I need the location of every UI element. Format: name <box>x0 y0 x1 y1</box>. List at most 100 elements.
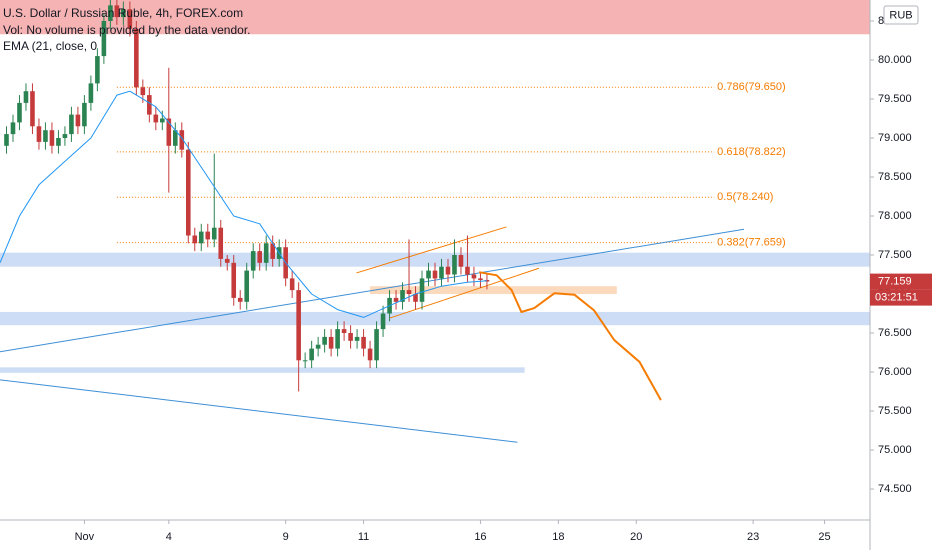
candle-body <box>452 255 457 275</box>
projection-line <box>478 271 662 401</box>
candle-body <box>348 333 353 341</box>
candle-body <box>237 297 243 302</box>
candle-body <box>367 348 373 361</box>
countdown-badge <box>870 289 932 306</box>
candle-body <box>23 91 29 103</box>
candle-body <box>328 336 334 349</box>
candle-body <box>374 329 379 361</box>
fib-label: 0.382(77.659) <box>717 237 786 249</box>
candle-body <box>393 297 399 302</box>
x-tick-label: 4 <box>166 531 172 543</box>
candle-body <box>380 313 386 330</box>
candle-body <box>192 235 198 244</box>
candle-body <box>121 9 126 18</box>
countdown-label: 03:21:51 <box>875 292 918 304</box>
x-tick-label: 25 <box>818 531 830 543</box>
candle-body <box>231 262 237 298</box>
candle-body <box>10 122 16 135</box>
chart-title: U.S. Dollar / Russian Ruble, 4h, FOREX.c… <box>3 6 243 20</box>
candle-body <box>478 278 483 280</box>
trendline <box>0 379 518 443</box>
candle-body <box>166 118 172 146</box>
trendline <box>356 226 507 274</box>
candle-body <box>465 266 470 275</box>
candle-body <box>257 251 263 263</box>
y-tick-label: 80.000 <box>878 54 912 66</box>
candle-body <box>458 255 464 267</box>
y-tick-label: 79.500 <box>878 93 912 105</box>
y-tick-label: 75.000 <box>878 444 912 456</box>
candle-body <box>445 266 451 275</box>
candle-body <box>88 83 94 103</box>
zone <box>0 311 870 326</box>
currency-badge <box>883 5 919 25</box>
ema-line <box>0 90 487 318</box>
candle-body <box>244 270 250 302</box>
zone <box>0 0 870 35</box>
candle-body <box>17 102 22 123</box>
candle-body <box>30 91 35 127</box>
candle-body <box>263 243 269 263</box>
candle-body <box>82 102 87 127</box>
candle-body <box>147 95 152 115</box>
candle-body <box>69 114 74 135</box>
candle-body <box>172 130 178 146</box>
candle-body <box>179 130 185 150</box>
y-tick-label: 75.500 <box>878 405 912 417</box>
candle-body <box>315 344 321 349</box>
candle-body <box>43 130 48 142</box>
y-tick-label: 77.500 <box>878 249 912 261</box>
y-tick-label: 79.000 <box>878 132 912 144</box>
candle-body <box>296 290 301 361</box>
candle-body <box>153 114 159 123</box>
candle-body <box>432 270 438 279</box>
candle-body <box>114 5 120 18</box>
y-tick-label: 78.500 <box>878 171 912 183</box>
x-tick-label: 16 <box>474 531 486 543</box>
candle-body <box>185 149 191 236</box>
trendline <box>389 267 540 319</box>
y-tick-label: 74.500 <box>878 483 912 495</box>
last-price-badge <box>870 273 932 290</box>
candle-body <box>439 266 444 279</box>
candle-body <box>101 20 107 57</box>
candle-body <box>224 258 230 263</box>
candle-body <box>302 360 308 362</box>
candle-body <box>270 243 275 259</box>
fib-label: 0.618(78.822) <box>717 146 786 158</box>
x-tick-label: 9 <box>283 531 289 543</box>
x-tick-label: 18 <box>552 531 564 543</box>
chart-subtitle: Vol: No volume is provided by the data v… <box>3 23 250 37</box>
currency-label: RUB <box>889 9 912 21</box>
candle-body <box>134 28 139 88</box>
x-tick-label: 23 <box>747 531 759 543</box>
zone <box>0 367 525 373</box>
trendline <box>0 228 745 353</box>
candle-body <box>75 114 81 127</box>
candle-body <box>322 336 327 345</box>
candle-body <box>413 294 418 302</box>
candle-body <box>211 227 217 240</box>
candle-body <box>400 290 405 302</box>
candle-body <box>471 274 477 279</box>
candle-body <box>218 227 224 259</box>
fib-label: 0.786(79.650) <box>717 81 786 93</box>
last-price-label: 77.159 <box>878 276 912 288</box>
zone <box>0 252 870 267</box>
candle-body <box>4 134 9 146</box>
candle-body <box>289 278 295 291</box>
candle-body <box>484 279 490 282</box>
candle-body <box>127 9 133 29</box>
candle-body <box>36 126 42 142</box>
candle-body <box>198 231 204 244</box>
candle-body <box>354 336 360 341</box>
y-tick-label: 76.000 <box>878 366 912 378</box>
candle-body <box>108 5 113 21</box>
candle-body <box>341 329 347 334</box>
x-tick-label: 11 <box>358 531 369 543</box>
candle-body <box>426 270 431 279</box>
x-tick-label: Nov <box>75 531 95 543</box>
candle-body <box>160 118 165 123</box>
candle-body <box>62 134 68 138</box>
